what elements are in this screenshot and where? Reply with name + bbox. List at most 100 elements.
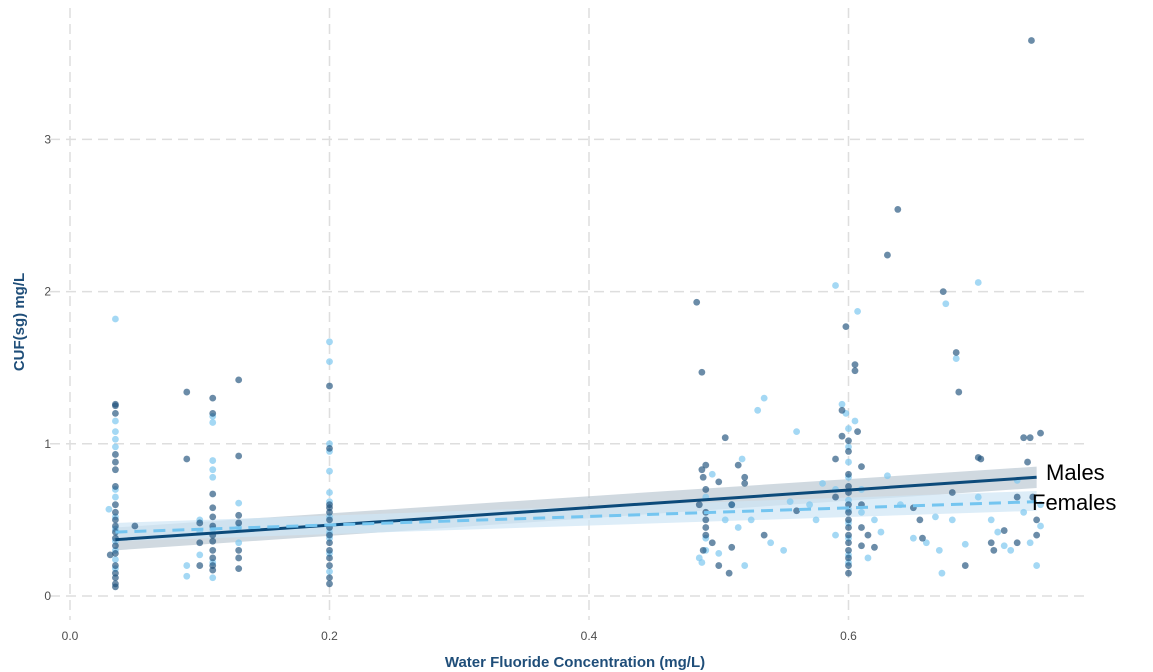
males-point — [235, 511, 243, 519]
males-point — [183, 455, 191, 463]
males-point — [948, 489, 956, 496]
females-line-label: Females — [1032, 490, 1116, 515]
males-point — [196, 562, 204, 569]
males-point — [209, 409, 217, 417]
grid-lines — [50, 8, 1085, 620]
x-axis-title: Water Fluoride Concentration (mg/L) — [445, 654, 705, 671]
males-point — [235, 565, 243, 573]
tick-labels: 0.0 0.2 0.4 0.6 0 1 2 3 — [44, 132, 857, 643]
females-point — [741, 562, 749, 569]
x-tick-label: 0.4 — [581, 629, 598, 643]
females-point — [326, 489, 333, 496]
females-point — [1020, 508, 1028, 516]
males-point — [858, 524, 865, 531]
x-tick-label: 0.6 — [840, 629, 857, 643]
females-point — [112, 435, 119, 443]
females-point — [812, 516, 820, 524]
males-point — [112, 451, 119, 458]
males-point — [845, 546, 852, 554]
males-point — [106, 551, 114, 559]
males-point — [702, 461, 710, 469]
males-point — [326, 562, 333, 569]
females-point — [845, 425, 852, 432]
females-point — [112, 443, 119, 451]
males-point — [845, 562, 852, 569]
females-point — [1033, 562, 1041, 569]
males-point — [990, 546, 998, 554]
females-point — [209, 419, 217, 426]
females-point — [209, 473, 217, 481]
males-point — [326, 508, 333, 516]
males-point — [851, 367, 859, 375]
males-point — [112, 522, 119, 530]
y-tick-label: 3 — [44, 132, 51, 146]
males-point — [793, 507, 800, 515]
males-point — [728, 501, 736, 509]
females-point — [994, 528, 1002, 536]
males-point — [1033, 531, 1041, 539]
males-point — [702, 516, 710, 524]
males-point — [131, 522, 139, 530]
females-point — [326, 338, 333, 346]
males-point — [693, 298, 701, 306]
males-point — [112, 458, 119, 466]
males-point — [845, 531, 852, 539]
males-point — [741, 473, 749, 481]
x-tick-label: 0.0 — [62, 629, 79, 643]
males-point — [326, 444, 333, 452]
females-fit-line — [115, 500, 1037, 534]
females-point — [877, 528, 885, 536]
females-point — [326, 358, 333, 366]
males-point — [196, 519, 204, 527]
males-point — [702, 531, 710, 539]
males-point — [209, 554, 217, 562]
males-point — [845, 448, 852, 455]
females-point — [754, 406, 762, 414]
males-point — [854, 428, 861, 436]
females-point — [738, 455, 746, 463]
females-point — [938, 569, 946, 577]
females-point — [196, 551, 204, 559]
males-point — [725, 569, 733, 577]
females-point — [974, 493, 982, 501]
males-point — [112, 402, 119, 410]
males-fit-line — [115, 475, 1037, 542]
males-point — [209, 546, 217, 554]
males-point — [326, 554, 333, 562]
males-point — [845, 483, 852, 490]
males-point — [851, 361, 859, 369]
males-point — [112, 508, 119, 516]
males-point — [845, 501, 852, 509]
males-point — [235, 376, 243, 384]
males-point — [916, 516, 924, 524]
males-point — [112, 501, 119, 509]
males-point — [1013, 539, 1021, 547]
males-point — [326, 531, 333, 539]
males-point — [845, 470, 852, 478]
males-point — [112, 483, 119, 490]
females-point — [209, 457, 217, 464]
males-point — [196, 539, 204, 547]
males-point — [871, 543, 878, 551]
females-point — [845, 458, 852, 466]
males-point — [845, 569, 852, 577]
males-point — [183, 388, 191, 396]
males-point — [209, 394, 217, 402]
males-point — [845, 524, 852, 531]
y-tick-label: 0 — [44, 589, 51, 603]
females-point — [942, 300, 950, 308]
females-point — [767, 539, 775, 547]
males-point — [209, 537, 217, 545]
females-point — [961, 540, 969, 548]
males-point — [235, 519, 243, 527]
females-point — [952, 355, 960, 362]
males-point — [209, 566, 217, 574]
males-point — [715, 562, 723, 569]
females-point — [909, 534, 917, 542]
females-point — [974, 279, 982, 286]
males-point — [112, 574, 119, 582]
males-point — [702, 486, 710, 493]
females-point — [851, 417, 859, 425]
females-point — [112, 417, 119, 425]
